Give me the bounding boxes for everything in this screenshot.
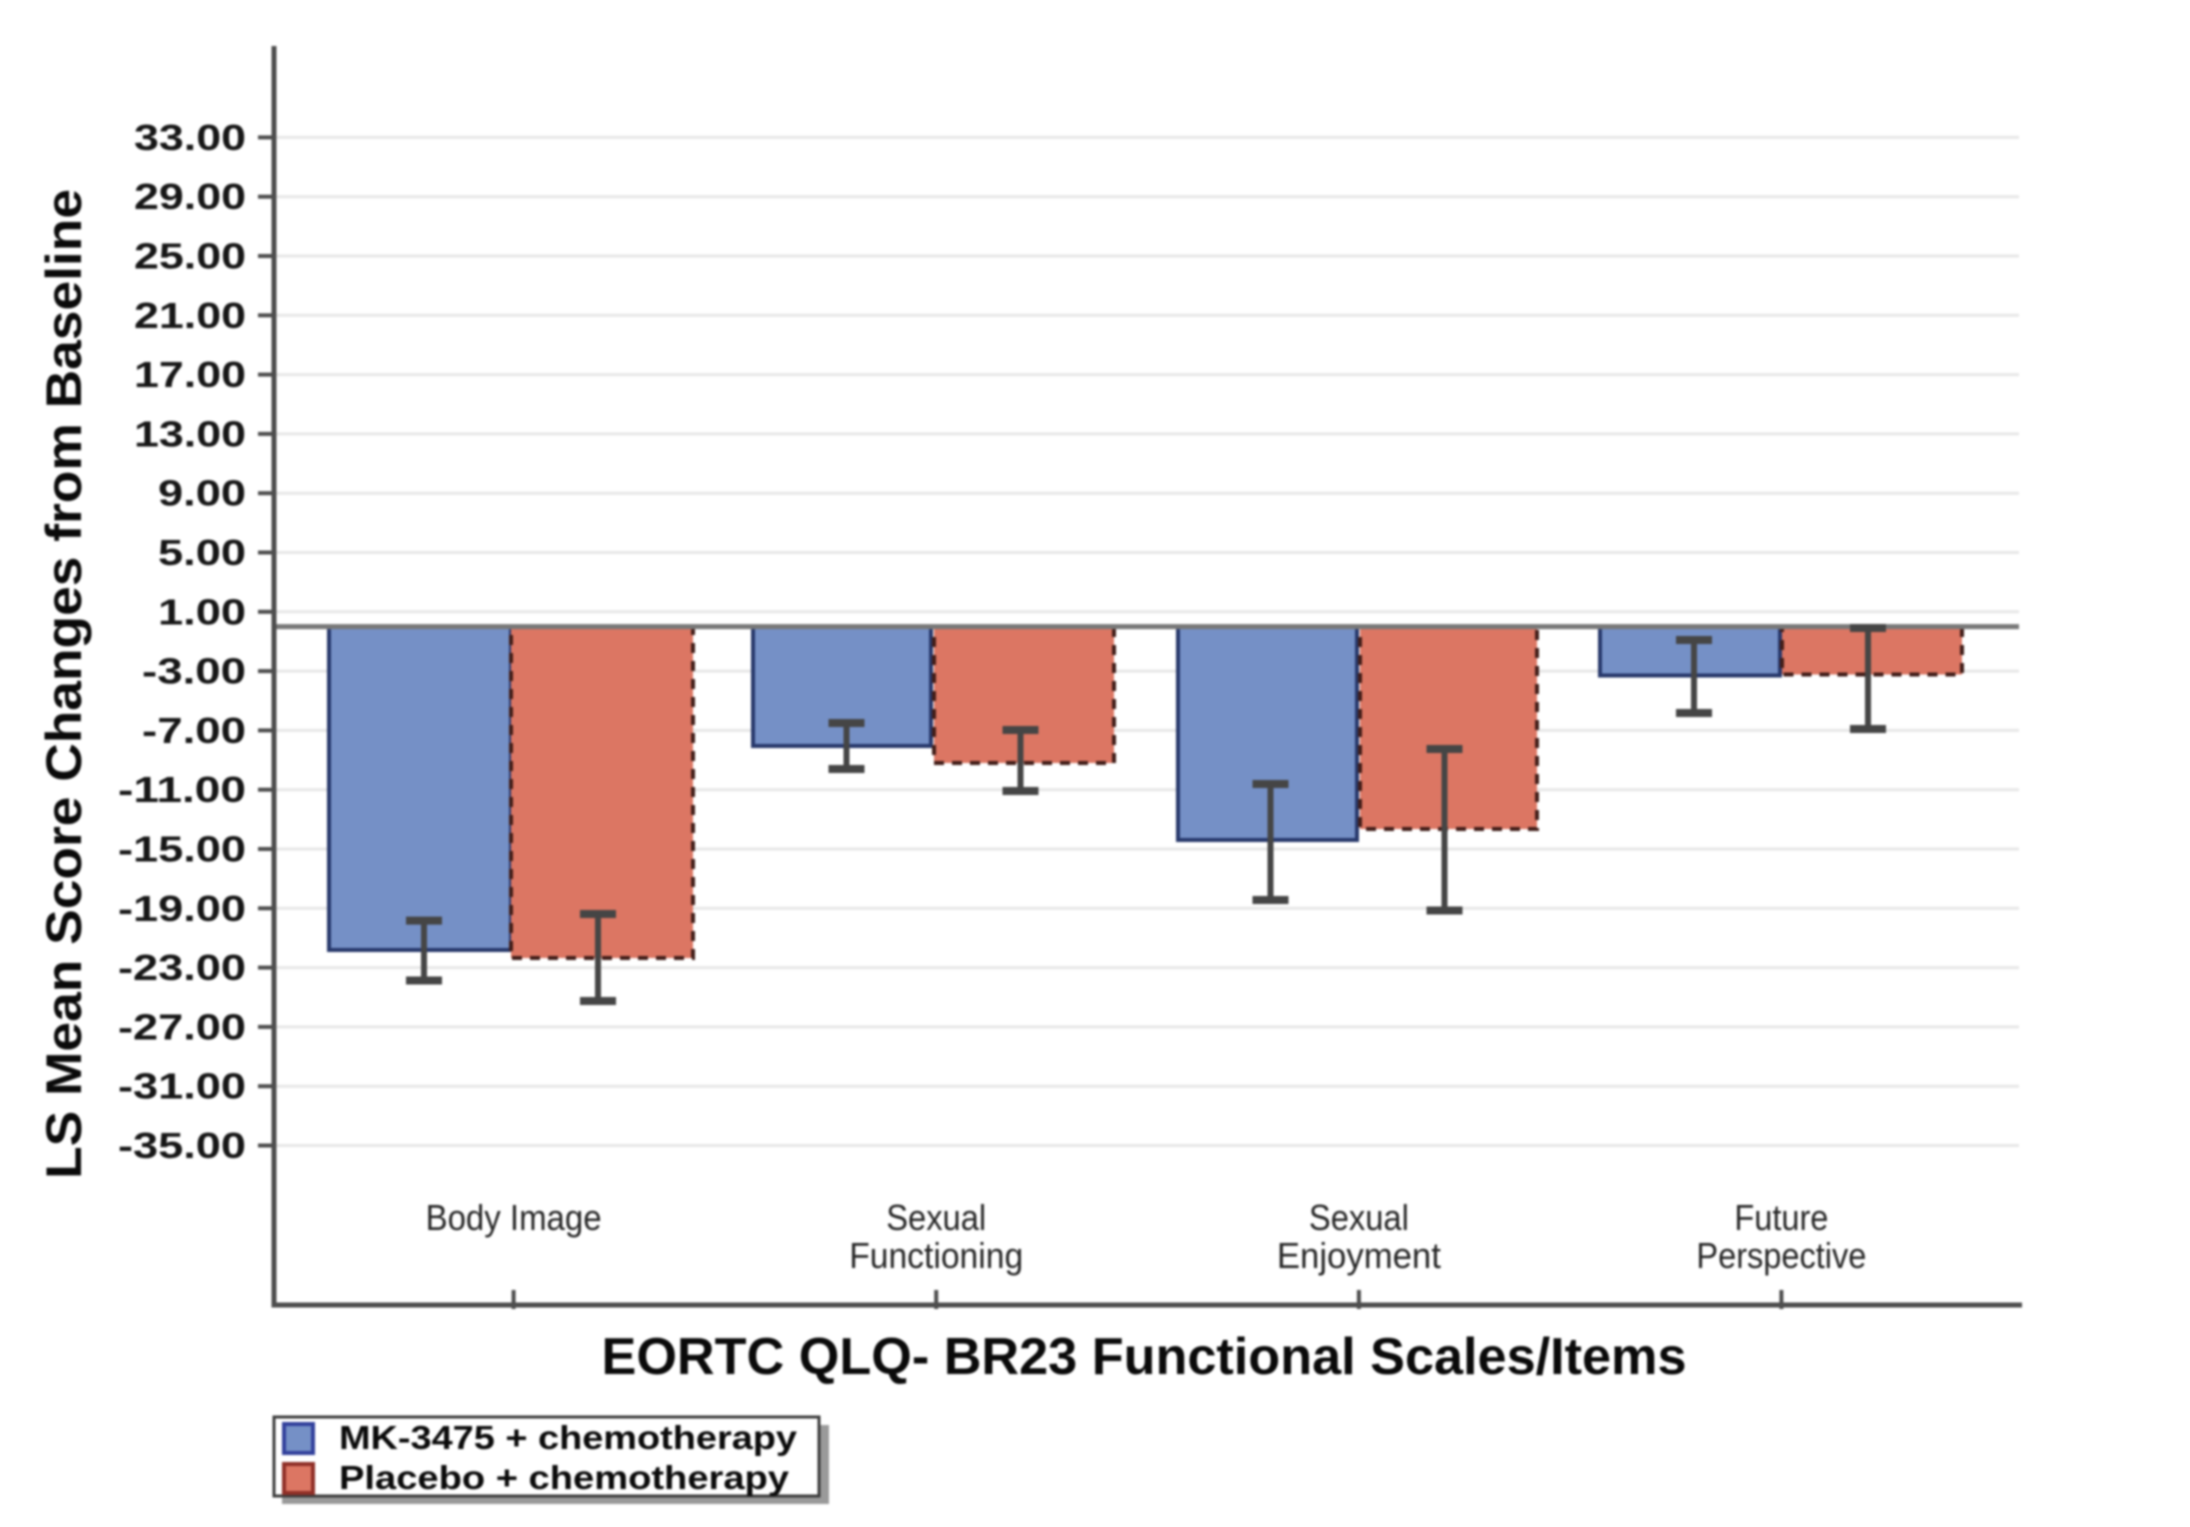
svg-text:17.00: 17.00 (134, 354, 246, 395)
svg-text:LS Mean Score Changes from Bas: LS Mean Score Changes from Baseline (36, 189, 92, 1179)
svg-text:21.00: 21.00 (134, 295, 246, 336)
svg-text:Future: Future (1734, 1197, 1828, 1238)
svg-text:-15.00: -15.00 (118, 829, 246, 870)
svg-text:33.00: 33.00 (134, 117, 246, 158)
svg-text:25.00: 25.00 (134, 236, 246, 277)
svg-text:9.00: 9.00 (158, 473, 246, 514)
svg-text:-7.00: -7.00 (142, 710, 246, 751)
svg-text:-35.00: -35.00 (118, 1125, 246, 1166)
svg-text:-31.00: -31.00 (118, 1066, 246, 1107)
svg-text:Sexual: Sexual (1309, 1197, 1409, 1238)
svg-text:1.00: 1.00 (158, 591, 246, 632)
svg-text:Placebo + chemotherapy: Placebo + chemotherapy (339, 1459, 790, 1496)
svg-text:Enjoyment: Enjoyment (1277, 1235, 1441, 1276)
svg-text:-23.00: -23.00 (118, 947, 246, 988)
svg-text:29.00: 29.00 (134, 176, 246, 217)
svg-text:Functioning: Functioning (849, 1235, 1023, 1276)
svg-text:5.00: 5.00 (158, 532, 246, 573)
svg-text:-27.00: -27.00 (118, 1006, 246, 1047)
svg-text:EORTC QLQ- BR23 Functional Sca: EORTC QLQ- BR23 Functional Scales/Items (602, 1328, 1687, 1386)
svg-text:MK-3475 + chemotherapy: MK-3475 + chemotherapy (339, 1419, 798, 1456)
svg-text:-19.00: -19.00 (118, 888, 246, 929)
svg-text:Sexual: Sexual (886, 1197, 986, 1238)
svg-text:Body Image: Body Image (426, 1197, 602, 1238)
svg-text:-11.00: -11.00 (118, 769, 246, 810)
svg-text:13.00: 13.00 (134, 413, 246, 454)
svg-text:Perspective: Perspective (1696, 1235, 1866, 1276)
svg-text:-3.00: -3.00 (142, 651, 246, 692)
